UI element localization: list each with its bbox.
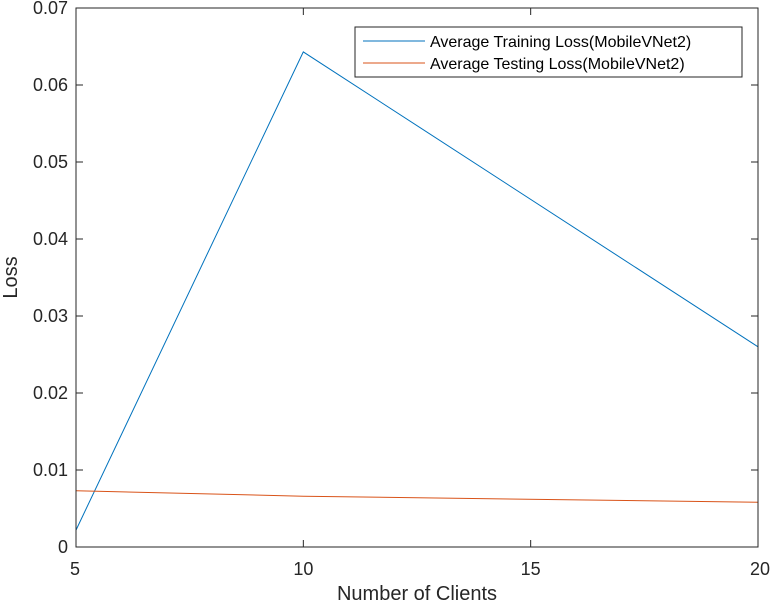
series-line-0 xyxy=(75,51,759,531)
series-line-1 xyxy=(75,490,759,503)
y-tick-label: 0.06 xyxy=(33,75,68,95)
x-tick-label: 20 xyxy=(750,559,770,579)
y-tick-label: 0.02 xyxy=(33,383,68,403)
y-axis-ticks: 0 0.01 0.02 0.03 0.04 0.05 0.06 0.07 xyxy=(33,0,758,557)
x-tick-label: 15 xyxy=(521,559,541,579)
x-tick-label: 5 xyxy=(70,559,80,579)
y-tick-label: 0 xyxy=(58,537,68,557)
y-tick-label: 0.03 xyxy=(33,306,68,326)
y-axis-title: Loss xyxy=(0,256,22,298)
y-tick-label: 0.04 xyxy=(33,229,68,249)
plot-area xyxy=(76,8,758,547)
y-tick-label: 0.07 xyxy=(33,0,68,18)
legend: Average Training Loss(MobileVNet2) Avera… xyxy=(354,26,743,78)
plot-frame xyxy=(75,7,759,548)
y-tick-label: 0.01 xyxy=(33,460,68,480)
legend-label-training: Average Training Loss(MobileVNet2) xyxy=(430,34,691,51)
x-tick-label: 10 xyxy=(293,559,313,579)
legend-box xyxy=(354,26,743,78)
x-axis-title: Number of Clients xyxy=(337,583,497,603)
legend-label-testing: Average Testing Loss(MobileVNet2) xyxy=(430,56,685,73)
plot-background xyxy=(76,8,758,547)
y-tick-label: 0.05 xyxy=(33,152,68,172)
series-layer xyxy=(75,51,759,531)
x-axis-ticks: 5 10 15 20 xyxy=(70,8,770,579)
